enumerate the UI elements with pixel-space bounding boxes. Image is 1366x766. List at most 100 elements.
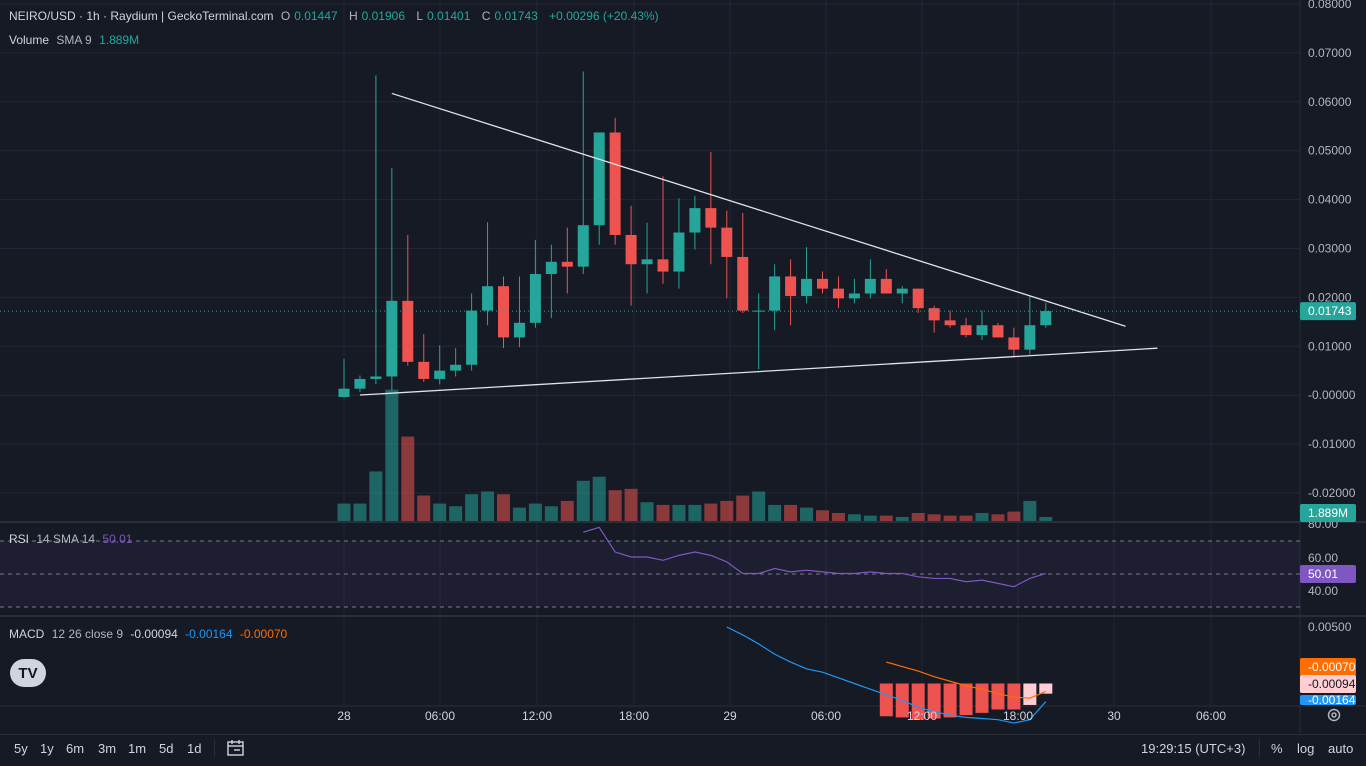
time-axis-label: 12:00: [907, 709, 937, 723]
candle-body: [960, 325, 972, 335]
close-value: 0.01743: [494, 9, 538, 23]
candle-body: [817, 278, 828, 289]
timeframe-5y[interactable]: 5y: [14, 741, 28, 756]
last-price-badge-bg: [1300, 302, 1356, 321]
candle-body: [992, 325, 1004, 338]
volume-bar: [656, 504, 670, 521]
candle-body: [944, 320, 956, 326]
rsi-badge-bg: [1300, 565, 1356, 583]
volume-value: 1.889M: [99, 33, 140, 47]
time-axis-label: 28: [337, 709, 351, 723]
macd-histogram-bar: [975, 683, 989, 713]
percent-scale-button[interactable]: %: [1271, 741, 1283, 756]
candle-body: [338, 388, 350, 397]
volume-bar: [863, 515, 877, 521]
time-axis-label: 18:00: [1003, 709, 1033, 723]
macd-histogram-bar: [879, 683, 893, 717]
candle-body: [769, 276, 781, 311]
volume-bar: [752, 491, 766, 521]
candle-body: [545, 261, 557, 274]
volume-bar: [449, 506, 463, 521]
candle-body: [673, 232, 685, 272]
candle-body: [912, 288, 924, 309]
candle-body: [641, 259, 653, 265]
macd-histogram-bar: [959, 683, 973, 716]
gear-icon[interactable]: [1326, 707, 1342, 723]
candle-body: [864, 278, 876, 294]
macd-badge-bg: [1300, 675, 1356, 693]
time-axis-label: 06:00: [425, 709, 455, 723]
volume-legend[interactable]: Volume SMA 9 1.889M: [9, 33, 143, 47]
macd-line: [726, 626, 1047, 724]
candle-body: [593, 132, 605, 226]
symbol-title[interactable]: NEIRO/USD · 1h · Raydium | GeckoTerminal…: [9, 9, 274, 23]
price-axis-label: -0.02000: [1308, 486, 1356, 500]
volume-bar: [911, 512, 925, 521]
volume-bar: [768, 504, 782, 521]
volume-bar: [608, 490, 622, 521]
candle-body: [976, 325, 988, 335]
candle-body: [609, 132, 621, 235]
macd-value-1: -0.00094: [130, 627, 178, 641]
macd-histogram-bar: [943, 683, 957, 718]
volume-bar: [688, 504, 702, 521]
volume-bar: [592, 476, 606, 521]
volume-bar: [784, 504, 798, 521]
toolbar-divider: [1259, 739, 1260, 757]
volume-bar: [497, 494, 510, 521]
rsi-legend[interactable]: RSI 14 SMA 14 50.01: [9, 532, 136, 546]
close-label: C: [481, 9, 491, 23]
price-axis-label: 0.03000: [1308, 242, 1352, 256]
candle-body: [370, 376, 382, 379]
volume-bar: [624, 488, 638, 521]
volume-bar: [512, 507, 526, 521]
candle-body: [785, 276, 797, 296]
timeframe-1y[interactable]: 1y: [40, 741, 54, 756]
candle-body: [753, 310, 765, 312]
price-axis-label: 0.01000: [1308, 339, 1352, 353]
volume-badge: 1.889M: [1308, 506, 1348, 520]
timeframe-1d[interactable]: 1d: [187, 741, 202, 756]
macd-histogram-bar: [991, 683, 1005, 710]
candle-body: [482, 286, 494, 311]
rsi-axis-label: 60.00: [1308, 551, 1338, 565]
candle-body: [880, 278, 892, 294]
open-value: 0.01447: [294, 9, 338, 23]
timeframe-5d[interactable]: 5d: [159, 741, 174, 756]
timeframe-6m[interactable]: 6m: [66, 741, 85, 756]
macd-histogram-bar: [1023, 683, 1037, 705]
high-value: 0.01906: [361, 9, 405, 23]
candle-body: [466, 310, 478, 365]
log-scale-button[interactable]: log: [1297, 741, 1315, 756]
time-axis-label: 12:00: [522, 709, 552, 723]
timeframe-1m[interactable]: 1m: [128, 741, 147, 756]
timeframe-3m[interactable]: 3m: [98, 741, 117, 756]
price-axis-label: 0.07000: [1308, 46, 1352, 60]
ohlc-high: H 0.01906: [349, 9, 409, 23]
macd-legend[interactable]: MACD 12 26 close 9 -0.00094 -0.00164 -0.…: [9, 627, 291, 641]
signal-line: [886, 661, 1047, 699]
macd-histogram-bar: [1039, 683, 1053, 694]
volume-bar: [1023, 500, 1037, 521]
clock-timezone[interactable]: 19:29:15 (UTC+3): [1141, 741, 1246, 756]
volume-bar: [576, 480, 590, 521]
ohlc-close: C 0.01743: [482, 9, 542, 23]
volume-bar: [975, 512, 989, 521]
candle-body: [1040, 311, 1052, 326]
candle-body: [657, 259, 669, 272]
candle-body: [721, 227, 733, 257]
date-range-icon[interactable]: [226, 739, 246, 757]
auto-scale-button[interactable]: auto: [1328, 741, 1354, 756]
open-label: O: [280, 9, 291, 23]
tradingview-logo-icon[interactable]: TV: [10, 659, 46, 687]
macd-axis-label: 0.00500: [1308, 620, 1352, 634]
change-value: +0.00296 (+20.43%): [549, 9, 659, 23]
volume-bar: [544, 506, 558, 521]
volume-bar: [528, 503, 542, 521]
candle-body: [498, 286, 509, 338]
volume-bar: [385, 389, 399, 521]
candle-body: [418, 361, 430, 379]
volume-sma-label: SMA 9: [56, 33, 92, 47]
